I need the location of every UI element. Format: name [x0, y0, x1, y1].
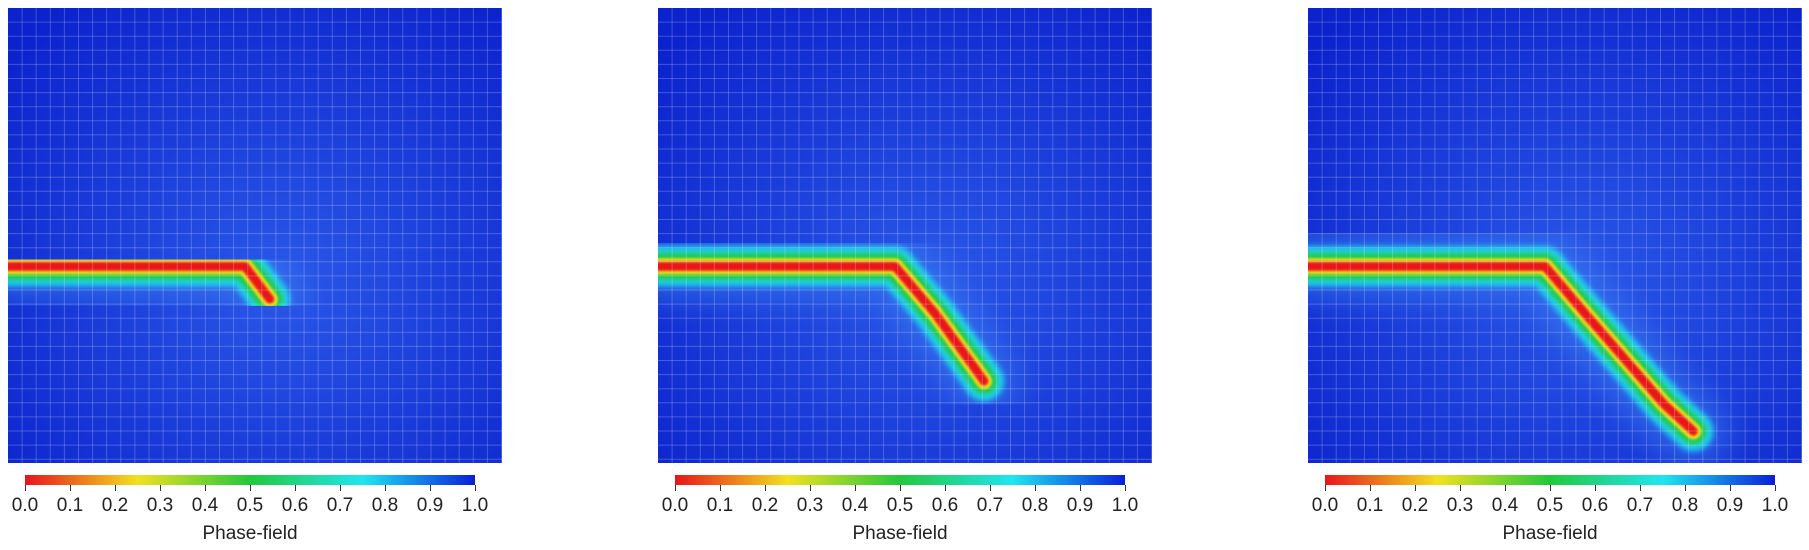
- mesh-grid: [1308, 8, 1802, 463]
- phase-field-plot: [1308, 8, 1802, 463]
- colorbar-tick: [1685, 485, 1686, 491]
- colorbar-tick: [1125, 485, 1126, 491]
- colorbar-tick: [1460, 485, 1461, 491]
- colorbar: 0.0 0.1 0.2 0.3 0.4 0.5 0.6 0.7 0.8 0.9 1.0 Phase-…: [662, 475, 1138, 545]
- colorbar-tick: [430, 485, 431, 491]
- colorbar-tick-label: 0.3: [796, 495, 824, 516]
- colorbar-tick-label: 0.7: [326, 495, 354, 516]
- colorbar-tick: [810, 485, 811, 491]
- colorbar-title: Phase-field: [1502, 523, 1598, 544]
- crack-band-4: [1308, 261, 1698, 436]
- mesh-grid: [8, 8, 502, 463]
- colorbar-tick: [70, 485, 71, 491]
- colorbar-tick: [250, 485, 251, 491]
- colorbar-tick-label: 0.2: [751, 495, 779, 516]
- colorbar-tick-label: 0.5: [886, 495, 914, 516]
- crack-band-4: [8, 261, 275, 304]
- colorbar-tick-label: 0.9: [1716, 495, 1744, 516]
- colorbar-tick-label: 0.1: [706, 495, 734, 516]
- colorbar-tick: [1325, 485, 1326, 491]
- colorbar-tick-label: 0.2: [101, 495, 129, 516]
- colorbar-tick: [1415, 485, 1416, 491]
- colorbar-tick-label: 1.0: [1111, 495, 1139, 516]
- crack-panel-2: 0.0 0.1 0.2 0.3 0.4 0.5 0.6 0.7 0.8 0.9 1.0 Phase-…: [650, 0, 1170, 550]
- phase-field-plot: [8, 8, 502, 463]
- colorbar-tick: [945, 485, 946, 491]
- colorbar-tick: [1550, 485, 1551, 491]
- colorbar-tick-label: 0.1: [1356, 495, 1384, 516]
- colorbar-title: Phase-field: [202, 523, 298, 544]
- colorbar-tick: [1370, 485, 1371, 491]
- mesh-grid: [658, 8, 1152, 463]
- colorbar-tick-label: 0.6: [931, 495, 959, 516]
- colorbar-tick: [340, 485, 341, 491]
- colorbar-tick-label: 0.2: [1401, 495, 1429, 516]
- colorbar-tick-label: 0.9: [416, 495, 444, 516]
- colorbar-tick-label: 0.4: [841, 495, 869, 516]
- colorbar-tick-label: 0.5: [236, 495, 264, 516]
- colorbar-gradient: [1325, 475, 1775, 485]
- colorbar-gradient: [675, 475, 1125, 485]
- colorbar-tick-label: 0.0: [11, 495, 39, 516]
- crack-band-4: [658, 261, 989, 386]
- colorbar-title: Phase-field: [852, 523, 948, 544]
- colorbar-tick: [25, 485, 26, 491]
- colorbar-tick-label: 1.0: [461, 495, 489, 516]
- colorbar-tick: [1505, 485, 1506, 491]
- colorbar-tick-label: 0.6: [281, 495, 309, 516]
- colorbar-tick: [475, 485, 476, 491]
- colorbar-tick: [855, 485, 856, 491]
- colorbar-tick: [990, 485, 991, 491]
- colorbar-tick: [160, 485, 161, 491]
- colorbar-tick: [1035, 485, 1036, 491]
- colorbar-tick: [115, 485, 116, 491]
- colorbar-tick-label: 0.8: [1671, 495, 1699, 516]
- colorbar-tick-label: 1.0: [1761, 495, 1789, 516]
- colorbar-tick: [1080, 485, 1081, 491]
- colorbar-tick-label: 0.8: [1021, 495, 1049, 516]
- colorbar-tick: [205, 485, 206, 491]
- colorbar-tick: [385, 485, 386, 491]
- colorbar-tick: [675, 485, 676, 491]
- colorbar-tick: [1775, 485, 1776, 491]
- colorbar-tick: [1730, 485, 1731, 491]
- colorbar-tick-label: 0.0: [661, 495, 689, 516]
- phase-field-plot: [658, 8, 1152, 463]
- colorbar-tick-label: 0.8: [371, 495, 399, 516]
- colorbar-tick-label: 0.3: [1446, 495, 1474, 516]
- colorbar-tick: [765, 485, 766, 491]
- colorbar-tick: [1640, 485, 1641, 491]
- colorbar-tick-label: 0.9: [1066, 495, 1094, 516]
- crack-panel-1: 0.0 0.1 0.2 0.3 0.4 0.5 0.6 0.7 0.8 0.9 1.0 Phase-…: [0, 0, 520, 550]
- colorbar-tick-label: 0.0: [1311, 495, 1339, 516]
- colorbar-tick-label: 0.7: [976, 495, 1004, 516]
- colorbar-tick-label: 0.1: [56, 495, 84, 516]
- colorbar-tick-label: 0.3: [146, 495, 174, 516]
- colorbar-tick: [720, 485, 721, 491]
- colorbar-tick-label: 0.4: [191, 495, 219, 516]
- colorbar-tick-label: 0.5: [1536, 495, 1564, 516]
- colorbar-tick: [295, 485, 296, 491]
- colorbar-tick: [1595, 485, 1596, 491]
- colorbar-tick-label: 0.4: [1491, 495, 1519, 516]
- colorbar: 0.0 0.1 0.2 0.3 0.4 0.5 0.6 0.7 0.8 0.9 1.0 Phase-…: [12, 475, 488, 545]
- colorbar: 0.0 0.1 0.2 0.3 0.4 0.5 0.6 0.7 0.8 0.9 1.0 Phase-…: [1312, 475, 1788, 545]
- colorbar-gradient: [25, 475, 475, 485]
- crack-panel-3: 0.0 0.1 0.2 0.3 0.4 0.5 0.6 0.7 0.8 0.9 1.0 Phase-…: [1300, 0, 1809, 550]
- colorbar-tick-label: 0.7: [1626, 495, 1654, 516]
- colorbar-tick-label: 0.6: [1581, 495, 1609, 516]
- colorbar-tick: [900, 485, 901, 491]
